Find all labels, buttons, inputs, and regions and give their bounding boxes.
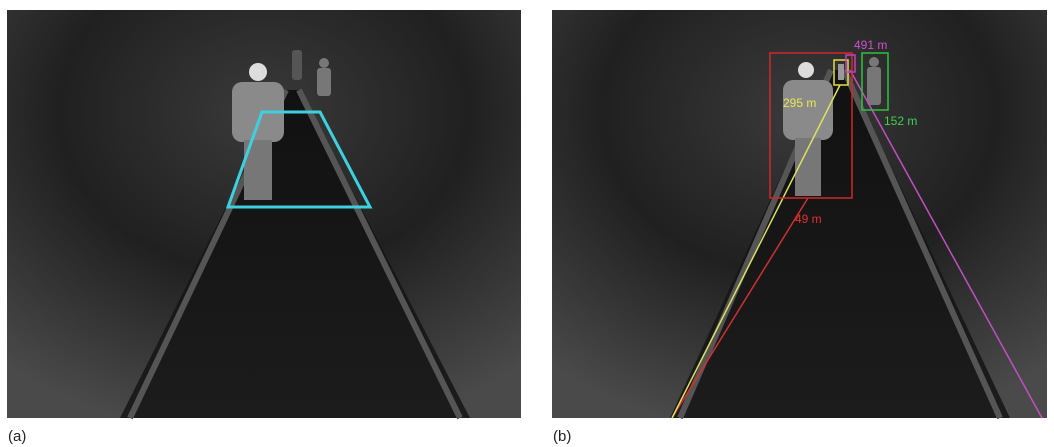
figure: (a) 491 m 295 m 152 m 49 m (b) — [0, 0, 1054, 447]
panel-a: (a) — [7, 10, 521, 445]
distance-label: 152 m — [884, 114, 917, 128]
distance-label: 491 m — [854, 38, 887, 52]
panel-label: (b) — [553, 428, 571, 445]
panel-b: 491 m 295 m 152 m 49 m (b) — [552, 10, 1047, 445]
panel-label: (a) — [8, 428, 26, 445]
distance-label: 49 m — [795, 212, 822, 226]
distance-label: 295 m — [783, 96, 816, 110]
